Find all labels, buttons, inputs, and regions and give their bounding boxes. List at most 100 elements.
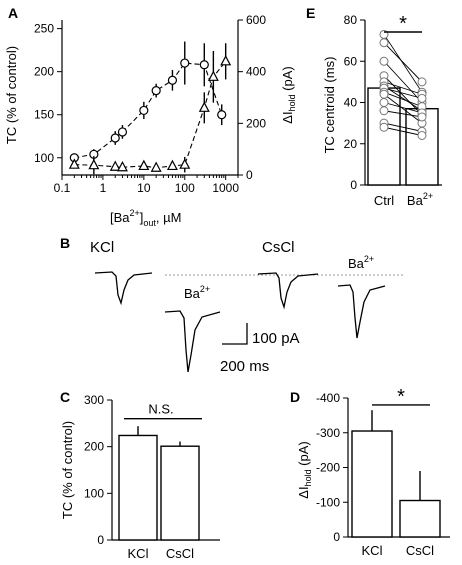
panel-a-point-circle [139,105,149,116]
panel-d-bar [351,430,393,538]
panel-a-point-triangle [220,55,232,66]
panel-e-ctrl-point [379,106,389,116]
panel-e-pair-line [383,110,423,118]
panel-a-point-triangle [207,70,219,81]
panel-c-ytick-label: 200 [84,440,104,454]
trace-cscl-ba [337,284,386,339]
panel-a-ytick-right-label: 200 [246,116,266,130]
panel-d-ytick-label: -300 [316,426,340,440]
panel-d-ytick-label: -100 [316,495,340,509]
panel-a-ytick-left-label: 150 [34,108,54,122]
panel-c-bar [118,434,158,541]
panel-a-ylabel-left: TC (% of control) [4,46,19,144]
panel-a-xtick-label: 1 [100,181,107,195]
panel-e-pair-line [383,102,423,114]
panel-a-point-circle [151,86,161,96]
panel-e-ctrl-point [379,89,389,99]
panel-d-bar [399,499,441,538]
panel-e-significance-star: * [399,13,407,35]
panel-a-point-triangle [109,160,121,171]
panel-a-xtick-label: 0.1 [54,181,71,195]
panel-d-ytick-label: -200 [316,461,340,475]
panel-d-significance-star: * [397,386,405,408]
panel-a-point-triangle [150,161,162,172]
panel-e-bar-chart: 0 20 40 60 80 * Ctrl Ba2+ [344,13,442,208]
panel-b-kcl-label: KCl [90,239,114,256]
panel-e-category-ba-sup: 2+ [423,191,433,201]
panel-a-point-triangle [179,158,191,169]
panel-a-dose-response-chart: 0.1 1 10 100 1000 100 150 200 250 0 200 400 600 [34,13,266,195]
panel-c-ytick-label: 300 [84,393,104,407]
scale-time-label: 200 ms [220,358,269,375]
scale-bar [222,323,248,345]
panel-a-ytick-left-label: 100 [34,151,54,165]
panel-a-point-circle [110,133,120,143]
panel-e-ctrl-point [379,38,389,48]
panel-label-d: D [290,389,300,405]
trace-kcl-control [94,271,153,306]
panel-e-ytick-label: 0 [350,178,357,192]
panel-c-category: CsCl [166,546,194,561]
panel-c-category: KCl [128,546,149,561]
panel-e-ctrl-point [379,98,389,107]
panel-e-ytick-label: 60 [344,54,358,68]
panel-e-category-ba-main: Ba [407,193,424,208]
panel-a-point-triangle [166,159,178,171]
panel-a-point-triangle [68,158,80,169]
panel-c-ylabel: TC (% of control) [60,421,75,519]
panel-a-series-circle-line [74,62,223,159]
panel-b-cscl-label: CsCl [262,239,295,256]
panel-e-ytick-label: 20 [344,137,358,151]
panel-label-c: C [60,389,70,405]
panel-a-point-triangle [88,158,100,170]
panel-a-xlabel: [Ba2+]out, µM [110,208,181,228]
panel-label-e: E [306,5,315,21]
panel-d-ytick-label: -400 [316,391,340,405]
panel-a-xtick-label: 100 [175,181,195,195]
panel-e-ytick-label: 80 [344,13,358,27]
panel-a-point-circle [217,110,227,120]
panel-a-ytick-right-label: 600 [246,13,266,27]
panel-e-pair-line [383,34,423,93]
panel-b-current-traces: KCl CsCl Ba2+ Ba2+ 100 pA 200 ms [90,239,405,375]
panel-a-point-triangle [116,160,128,172]
panel-c-bar [160,445,200,541]
panel-e-category-ctrl: Ctrl [374,193,394,208]
panel-b-ba-label-cscl: Ba2+ [348,254,374,271]
panel-e-pair-line [383,75,423,116]
panel-e-pair-line [383,93,423,124]
panel-a-point-circle [117,127,128,137]
panel-d-bar-chart: 0 -100 -200 -300 -400 KCl CsCl * [316,386,450,558]
panel-c-ytick-label: 100 [84,486,104,500]
panel-d-ytick-label: 0 [333,530,340,544]
panel-e-ctrl-point [379,122,389,132]
trace-kcl-ba [164,310,221,373]
panel-a-xtick-label: 10 [137,181,151,195]
panel-e-ba-point [417,77,427,87]
panel-a-ytick-left-label: 200 [34,65,54,79]
panel-c-significance-label: N.S. [148,402,173,417]
panel-d-category: KCl [362,543,383,558]
panel-e-ylabel: TC centroid (ms) [322,57,337,154]
panel-e-ba-point [417,112,427,122]
panel-d-ylabel: ΔIhold (pA) [296,441,313,498]
panel-e-ba-point [417,93,427,103]
panel-a-point-circle [199,60,209,70]
panel-e-pair-line [383,60,423,103]
panel-a-point-triangle [198,101,210,112]
panel-c-ytick-label: 0 [97,533,104,547]
panel-b-ba-label-kcl: Ba2+ [184,284,210,301]
panel-e-pair-line [383,81,423,95]
panel-e-category-ba: Ba2+ [407,191,433,208]
panel-c-bar-chart: 0 100 200 300 KCl CsCl N.S. [84,393,220,561]
panel-label-a: A [8,5,18,21]
panel-e-pair-line [383,91,423,108]
panel-e-ytick-label: 40 [344,96,358,110]
panel-a-point-triangle [138,159,150,171]
panel-e-pair-line [383,42,423,83]
panel-a-point-circle [180,58,190,68]
scale-current-label: 100 pA [252,330,300,347]
panel-e-pair-line [383,87,423,99]
panel-e-ctrl-point [379,56,389,66]
